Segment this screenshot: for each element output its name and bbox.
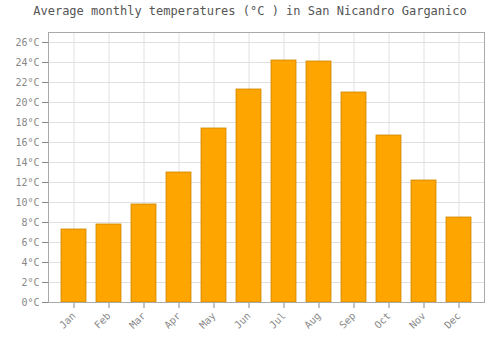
svg-text:Nov: Nov <box>407 310 428 331</box>
svg-text:18°C: 18°C <box>15 117 39 128</box>
svg-text:6°C: 6°C <box>21 237 39 248</box>
svg-text:Jul: Jul <box>267 310 288 331</box>
svg-text:Jun: Jun <box>232 310 253 331</box>
svg-text:26°C: 26°C <box>15 37 39 48</box>
svg-text:22°C: 22°C <box>15 77 39 88</box>
svg-text:May: May <box>197 310 218 331</box>
svg-text:8°C: 8°C <box>21 217 39 228</box>
svg-text:10°C: 10°C <box>15 197 39 208</box>
svg-text:16°C: 16°C <box>15 137 39 148</box>
svg-text:2°C: 2°C <box>21 277 39 288</box>
html-text:Average monthly temperatures (: Average monthly temperatures (°C ) in Sa… <box>33 4 467 18</box>
svg-text:0°C: 0°C <box>21 297 39 308</box>
svg-text:Mar: Mar <box>127 310 148 331</box>
svg-text:Feb: Feb <box>92 310 113 331</box>
svg-text:Apr: Apr <box>162 310 183 331</box>
svg-text:4°C: 4°C <box>21 257 39 268</box>
svg-text:Jan: Jan <box>57 310 78 331</box>
svg-text:Aug: Aug <box>302 310 323 331</box>
svg-text:24°C: 24°C <box>15 57 39 68</box>
svg-text:Dec: Dec <box>442 310 463 331</box>
svg-text:14°C: 14°C <box>15 157 39 168</box>
svg-text:20°C: 20°C <box>15 97 39 108</box>
svg-text:12°C: 12°C <box>15 177 39 188</box>
svg-text:Oct: Oct <box>372 310 393 331</box>
svg-text:Sep: Sep <box>337 310 358 331</box>
